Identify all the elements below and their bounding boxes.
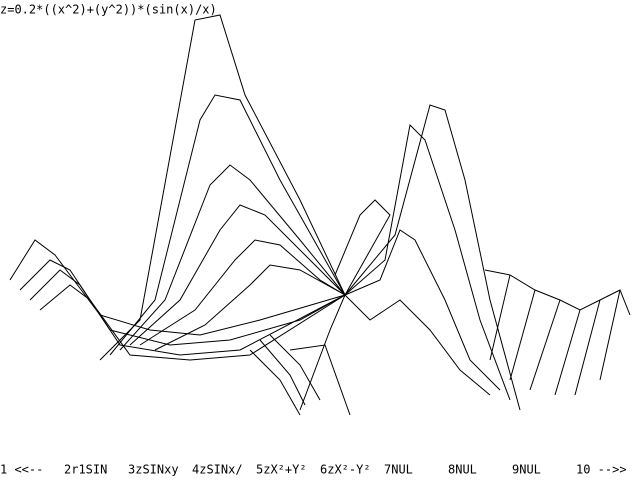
menu-item[interactable]: 7NUL [384, 463, 413, 477]
menu-item[interactable]: 6zX²-Y² [320, 463, 371, 477]
formula: z=0.2*((x^2)+(y^2))*(sin(x)/x) [0, 3, 217, 17]
menu-bar: 1 <<-- 2r1SIN 3zSINxy 4zSINx/5zX²+Y² 6zX²-Y²… [0, 463, 627, 477]
menu-item[interactable]: 8NUL [448, 463, 477, 477]
wireframe-surface [9, 14, 631, 416]
menu-item[interactable]: 2r1SIN [64, 463, 107, 477]
menu-item[interactable]: 9NUL [512, 463, 541, 477]
menu-item[interactable]: 4zSINx/ [192, 463, 243, 477]
menu-item[interactable]: 1 <<-- [0, 463, 43, 477]
menu-item[interactable]: 10 -->> [576, 463, 627, 477]
menu-item[interactable]: 3zSINxy [128, 463, 179, 477]
menu-item[interactable]: 5zX²+Y² [256, 463, 307, 477]
